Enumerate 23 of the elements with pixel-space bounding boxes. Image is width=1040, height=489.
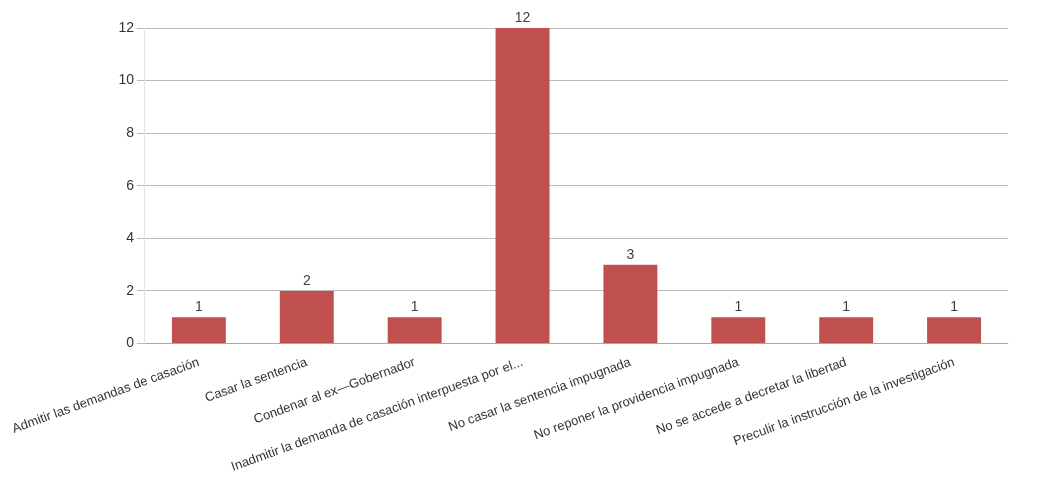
- y-tick-label: 0: [126, 334, 135, 351]
- y-tick-label: 2: [126, 281, 135, 298]
- data-label: 1: [734, 298, 743, 315]
- bar: [279, 290, 334, 344]
- data-label: 3: [626, 245, 635, 262]
- bar: [603, 264, 658, 344]
- y-tick-label: 10: [118, 71, 135, 88]
- bar: [171, 317, 226, 344]
- data-label: 1: [842, 298, 851, 315]
- y-tick-label: 12: [118, 18, 135, 35]
- bar: [819, 317, 874, 344]
- data-label: 12: [514, 8, 531, 25]
- bar: [927, 317, 982, 344]
- y-tick-label: 8: [126, 124, 135, 141]
- y-tick-label: 6: [126, 176, 135, 193]
- bar: [711, 317, 766, 344]
- data-label: 2: [302, 271, 311, 288]
- y-tick-label: 4: [126, 229, 135, 246]
- data-label: 1: [195, 298, 203, 315]
- data-label: 1: [410, 298, 419, 315]
- data-label: 1: [950, 298, 959, 315]
- bar: [495, 28, 550, 344]
- bar: [387, 317, 442, 344]
